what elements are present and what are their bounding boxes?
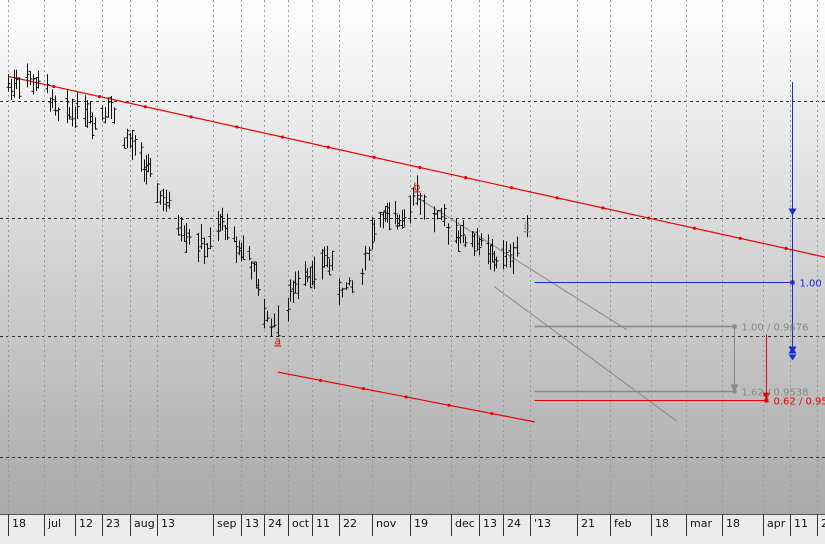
x-tick-label: 23 [106,517,120,530]
x-tick-label: 21 [581,517,595,530]
x-tick-label: 19 [414,517,428,530]
x-tick-label: 11 [794,517,808,530]
fib-level-label: 1.00 / 0.9768 [800,279,825,290]
x-tick-label: feb [614,517,632,530]
x-axis: 18 jul 12 23 aug 13 sep 13 24 oct 11 22 nov 19 dec 13 24… [0,514,825,544]
x-tick-label: dec [455,517,475,530]
trendline-marker [738,236,742,240]
x-tick-label: oct [292,517,310,530]
x-tick-label: 11 [316,517,330,530]
trendline-marker [509,186,513,190]
fib-level-marker [790,280,795,285]
x-tick-label: 22 [343,517,357,530]
trendline-marker [555,196,559,200]
grey-channel-line [416,196,628,331]
x-tick-label: aug [134,517,155,530]
x-tick-label: '13 [534,517,551,530]
x-tick-label: mar [690,517,712,530]
fib-level-label: 0.62 / 0.9521 [774,397,825,408]
x-axis-background [0,514,825,544]
trendline-marker [189,115,193,119]
x-tick-label: 13 [245,517,259,530]
trendline-marker [601,206,605,210]
trendlines [7,75,825,423]
projection-diamond-top [788,346,797,354]
x-tick-label: apr [767,517,786,530]
trendline-marker [404,395,408,399]
projection-arrowhead [762,392,771,400]
trendline-marker [326,145,330,149]
fib-level-marker [732,389,737,394]
wave-labels: a b ii [274,180,529,347]
trendline-marker [372,155,376,159]
x-tick-label: 24 [268,517,282,530]
wave-label: b [413,180,420,193]
grey-channel-line [493,286,677,422]
plot-background [0,0,825,514]
projection-arrowhead [730,384,739,392]
x-tick-label: 18 [12,517,26,530]
x-tick-label: 13 [161,517,175,530]
price-bars [6,63,528,338]
trendline-marker [361,387,365,391]
fib-level-label: 1.62 / 0.9538 [742,388,809,399]
fib-level-label: 1.00 / 0.9676 [742,323,809,334]
trendline-marker [464,175,468,180]
trendline-marker [235,125,239,129]
fib-level-marker [764,398,769,403]
x-tick-label: sep [217,517,236,530]
trendline-marker [784,246,788,251]
wave-label: a [274,334,281,347]
trendline-marker [318,378,323,382]
projection-diamond-bottom [788,354,797,361]
wave-label: ii [524,220,530,233]
trendline-marker [143,105,147,109]
fib-level-marker [732,324,737,329]
x-tick-label: 22 [821,517,825,530]
trendline-marker [280,135,285,139]
x-tick-label: 18 [655,517,669,530]
projection-midarrow [788,208,797,216]
trendline-marker [692,226,697,230]
x-tick-label: jul [47,517,61,530]
trendline-marker [418,165,422,170]
x-tick-label: 18 [726,517,740,530]
x-tick-label: 12 [79,517,93,530]
trendline-marker [447,403,451,407]
fibonacci-levels: 1.00 / 0.9768 1.00 / 0.9676 1.62 / 0.95380… [534,82,825,408]
trendline-marker [97,94,102,99]
x-tick-label: 13 [483,517,497,530]
trendline-marker [490,411,494,416]
trendline-marker [647,216,651,220]
x-tick-label: nov [376,517,397,530]
x-tick-label: 24 [507,517,521,530]
trendline-marker [52,84,56,89]
